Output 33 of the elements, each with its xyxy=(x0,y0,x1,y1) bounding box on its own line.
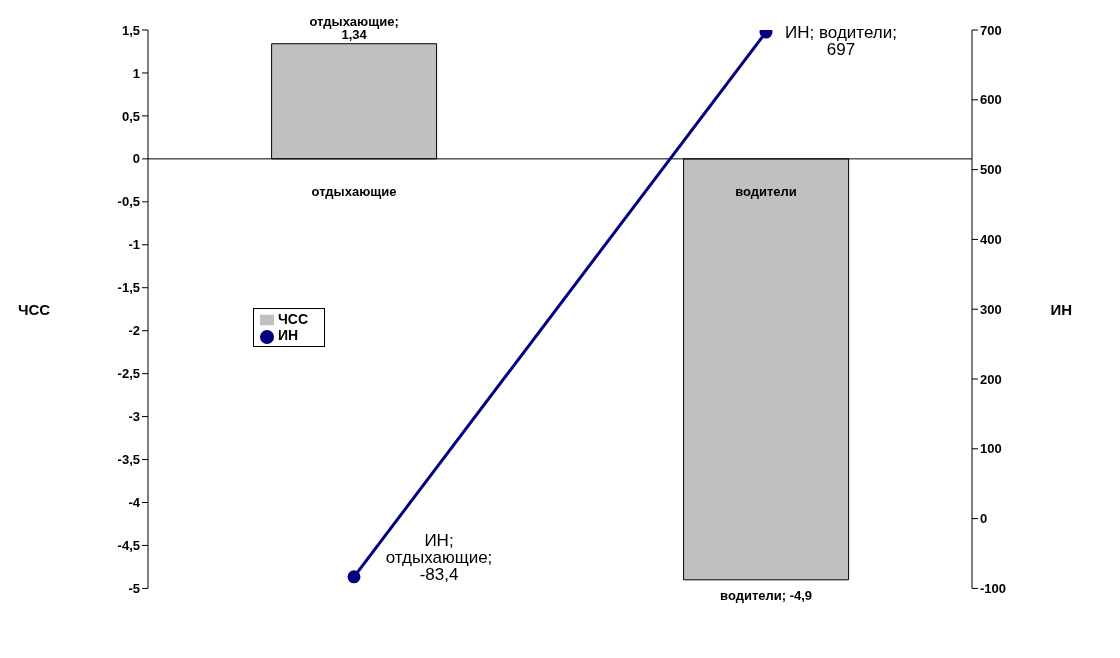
y-tick-label: -3,5 xyxy=(117,452,140,468)
y-tick-label: -3 xyxy=(128,409,140,425)
y2-tick-label: 0 xyxy=(980,511,988,527)
y-tick-label: -2 xyxy=(128,323,140,339)
y2-tick-label: 700 xyxy=(980,22,1002,38)
x-tick-label: водители xyxy=(735,183,797,199)
y-tick-label: 1,5 xyxy=(121,22,140,38)
y-tick-label: -4,5 xyxy=(117,538,140,554)
legend-label: ИН xyxy=(278,327,299,344)
y-tick-label: 1 xyxy=(132,65,140,81)
y-tick-label: -5 xyxy=(128,581,140,597)
y-axis-title: ЧСС xyxy=(18,300,51,318)
y-tick-label: 0 xyxy=(132,151,140,167)
y-tick-label: -0,5 xyxy=(117,194,140,210)
data-label: отдыхающие; 1,34 xyxy=(309,13,399,42)
y2-axis-title: ИН xyxy=(1050,300,1072,318)
data-label: ИН; водители; 697 xyxy=(785,22,897,59)
y-tick-label: -1,5 xyxy=(117,280,140,296)
y2-tick-label: 300 xyxy=(980,301,1002,317)
x-tick-label: отдыхающие xyxy=(311,183,397,199)
y-tick-label: -2,5 xyxy=(117,366,140,382)
y-tick-label: -1 xyxy=(128,237,140,253)
y2-tick-label: 600 xyxy=(980,92,1002,108)
y2-tick-label: 500 xyxy=(980,162,1002,178)
y2-tick-label: 400 xyxy=(980,232,1002,248)
legend-label: ЧСС xyxy=(278,311,309,327)
y2-tick-label: 200 xyxy=(980,371,1002,387)
y-tick-label: -4 xyxy=(128,495,141,511)
y2-tick-label: 100 xyxy=(980,441,1002,457)
y2-tick-label: -100 xyxy=(980,581,1007,597)
data-label: ИН; отдыхающие; -83,4 xyxy=(385,530,493,584)
y-tick-label: 0,5 xyxy=(121,108,140,124)
data-label: водители; -4,9 xyxy=(720,588,813,604)
